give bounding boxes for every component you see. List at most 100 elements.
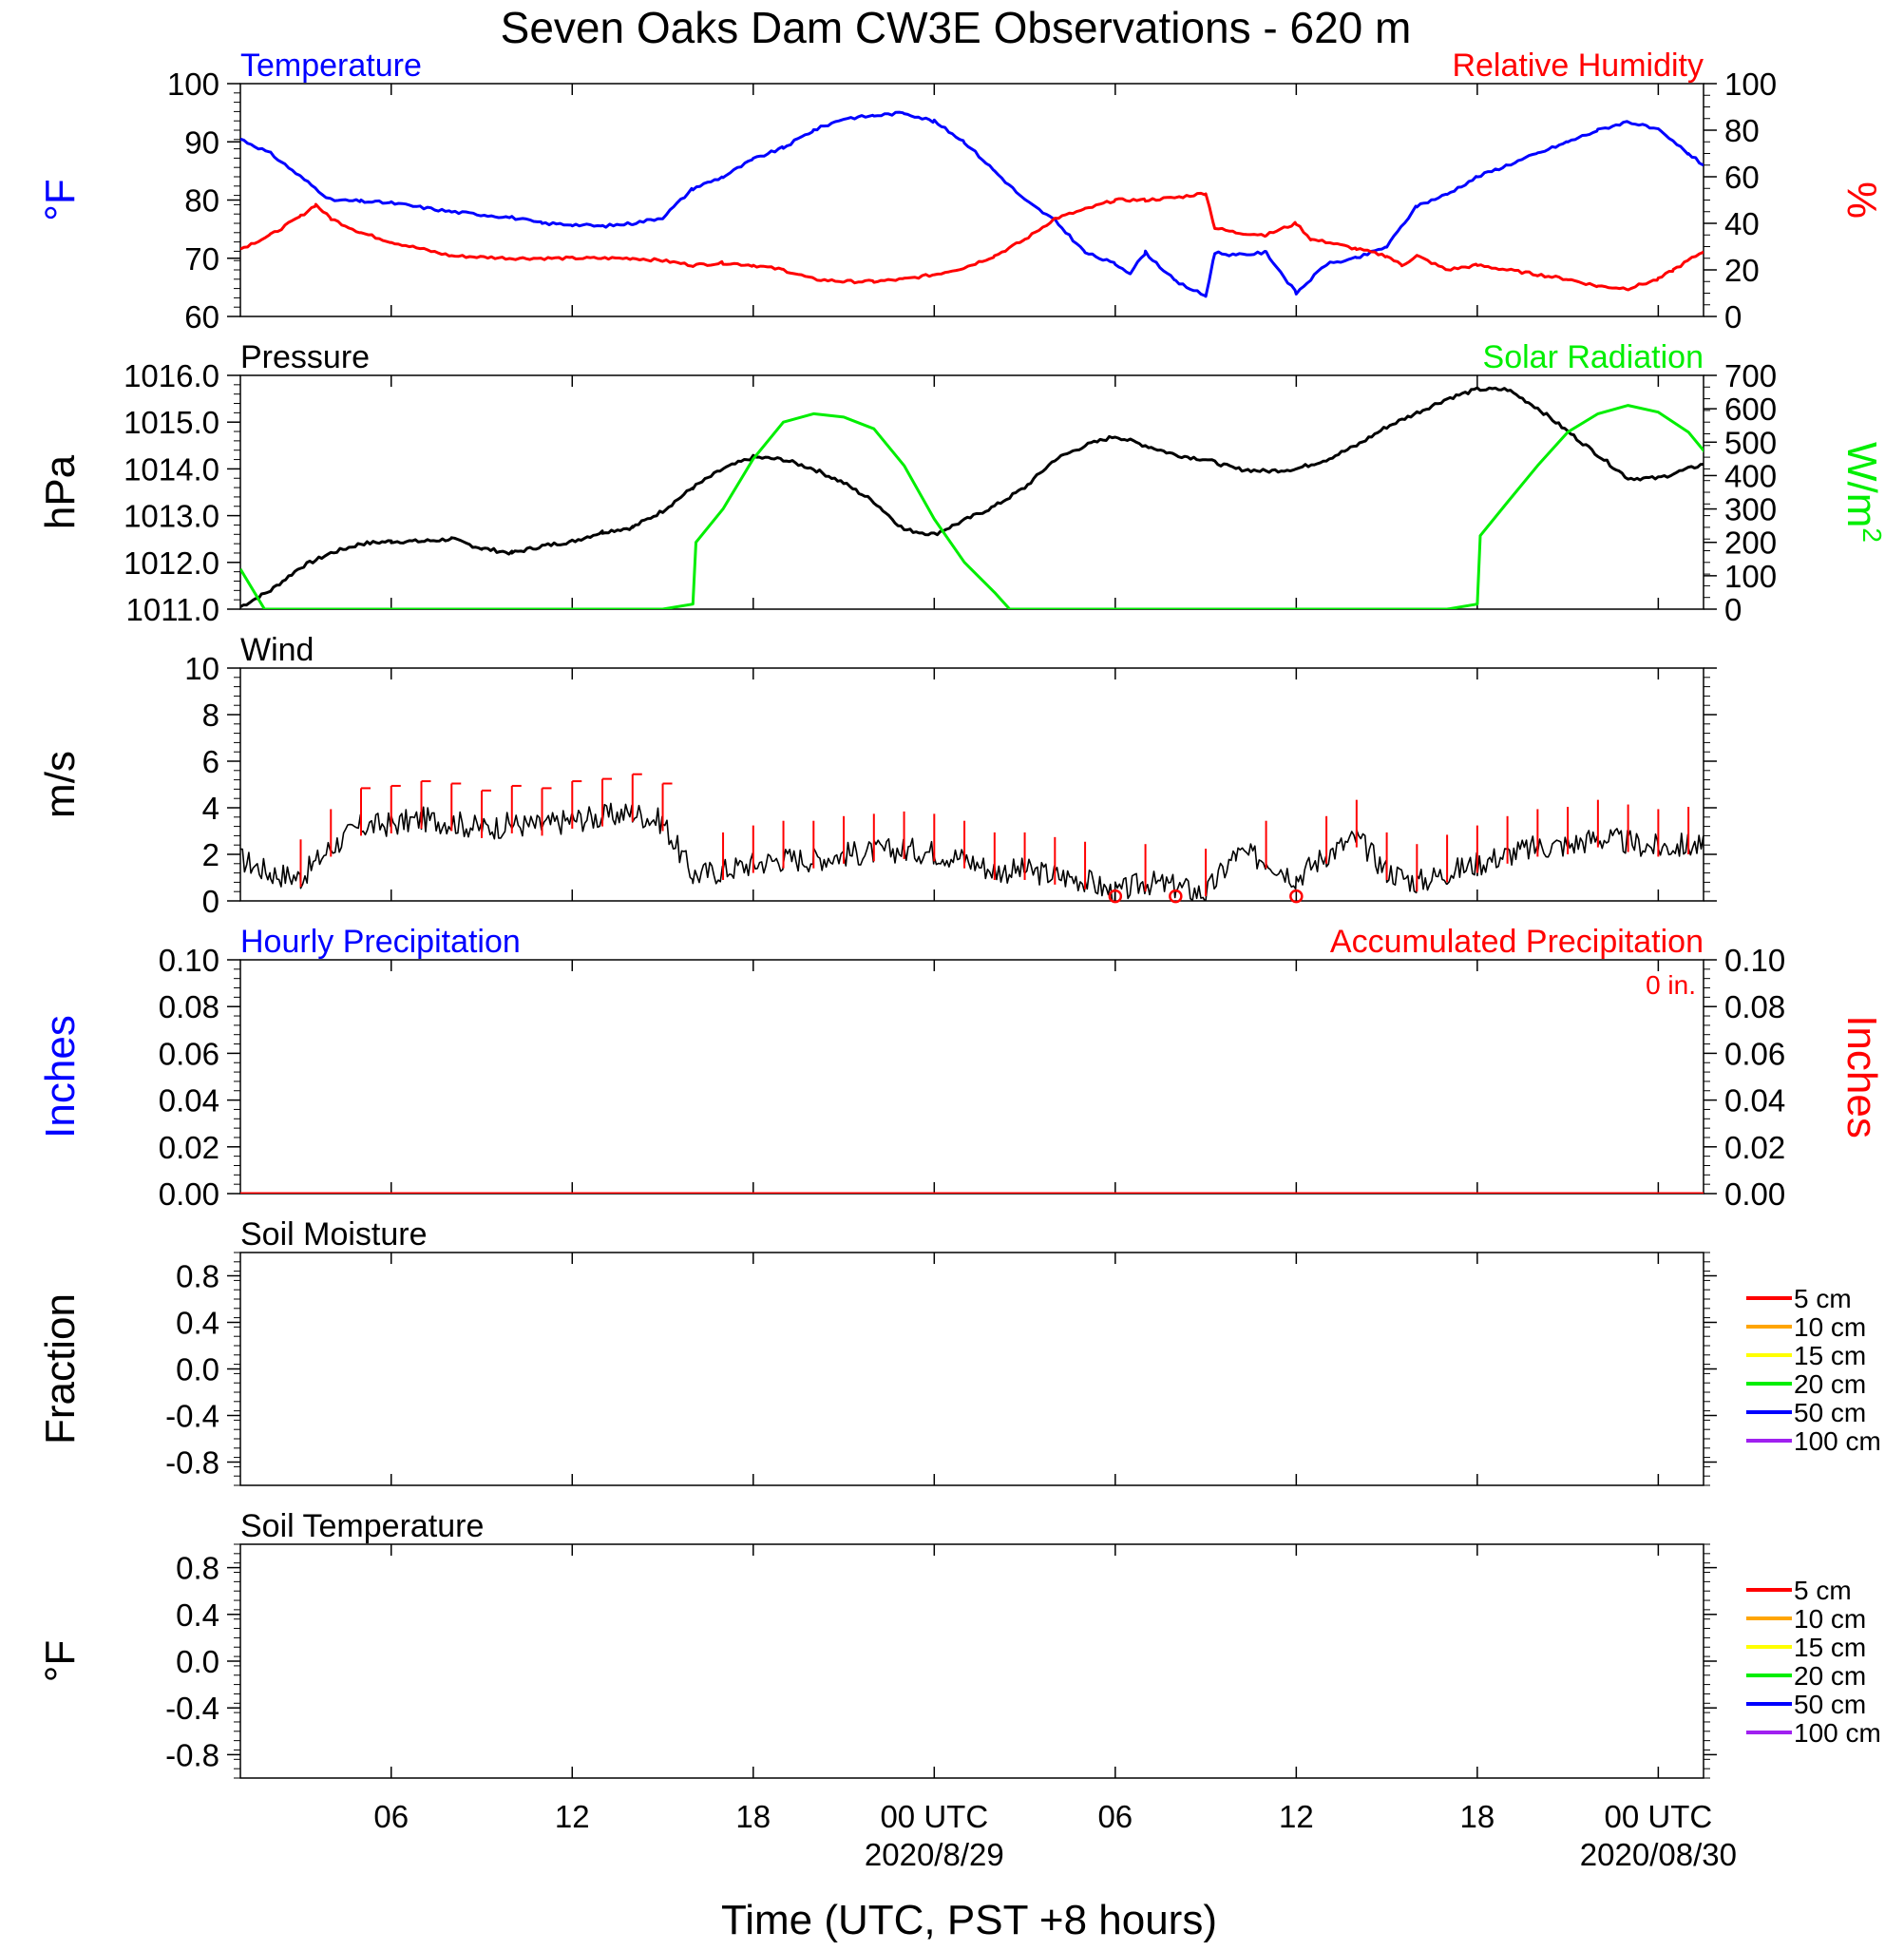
x-tick-label: 12	[1279, 1799, 1314, 1834]
y-tick-label: 80	[184, 183, 219, 219]
y2-tick-label: 80	[1724, 113, 1760, 148]
y-tick-label: 0.8	[176, 1551, 219, 1586]
y2-tick-label: 0	[1724, 299, 1742, 335]
y-tick-label: 0.0	[176, 1644, 219, 1679]
legend-label: 5 cm	[1794, 1576, 1852, 1605]
y-tick-label: 1015.0	[124, 405, 219, 440]
y-tick-label: 100	[167, 67, 219, 102]
panel-title-right: Relative Humidity	[1452, 48, 1704, 84]
y-axis-label: Inches	[37, 1015, 84, 1138]
legend-label: 10 cm	[1794, 1604, 1866, 1634]
series-line-temperature	[240, 110, 1704, 298]
y2-tick-label: 0.08	[1724, 989, 1785, 1024]
panel-wind: Wind 0 2 4 6 8 10 m/s	[37, 632, 1717, 919]
panel-title-right: Accumulated Precipitation	[1330, 924, 1704, 960]
y-tick-label: 0.08	[159, 989, 219, 1024]
panel-soil-moisture: Soil Moisture -0.8 -0.4 0.0 0.4 0.8 Fraction 5 …	[37, 1216, 1881, 1486]
panel-title-left: Temperature	[240, 48, 422, 84]
legend-label: 50 cm	[1794, 1690, 1866, 1719]
y-axis-label: °F	[37, 179, 84, 220]
x-tick-label: 18	[735, 1799, 771, 1834]
y-tick-label: 60	[184, 299, 219, 335]
y-tick-label: 1014.0	[124, 451, 219, 487]
panel-title-left: Soil Temperature	[240, 1508, 484, 1544]
plot-frame	[239, 374, 1704, 610]
y2-tick-label: 0.02	[1724, 1130, 1785, 1165]
y2-tick-label: 500	[1724, 425, 1777, 460]
plot-frame	[239, 959, 1704, 1195]
y-axis-label: hPa	[37, 454, 84, 529]
y-tick-label: 6	[202, 744, 219, 779]
legend-label: 50 cm	[1794, 1398, 1866, 1427]
x-tick-label: 06	[1097, 1799, 1133, 1834]
x-tick-label: 06	[373, 1799, 409, 1834]
legend-label: 20 cm	[1794, 1369, 1866, 1399]
plot-frame	[239, 83, 1704, 317]
y-tick-label: 1013.0	[124, 499, 219, 534]
y2-tick-label: 60	[1724, 160, 1760, 195]
y-tick-label: 0.04	[159, 1083, 219, 1119]
y-tick-label: 10	[184, 651, 219, 686]
y2-axis-label: %	[1838, 182, 1885, 219]
y-tick-label: 1011.0	[126, 592, 219, 627]
y2-axis-label: Inches	[1838, 1015, 1885, 1138]
panel-title-left: Hourly Precipitation	[240, 924, 521, 960]
series-line-solar-radiation	[240, 404, 1704, 609]
legend-label: 100 cm	[1794, 1718, 1881, 1748]
panel-temperature-humidity: Temperature Relative Humidity 60 70 80 90 100 0…	[37, 48, 1885, 335]
panel-title-left: Wind	[240, 632, 314, 668]
y-tick-label: 0.4	[176, 1306, 219, 1341]
y-tick-label: 90	[184, 124, 219, 160]
series-line-wind	[240, 802, 1704, 901]
y2-tick-label: 0.10	[1724, 943, 1785, 978]
y-axis-label: Fraction	[37, 1293, 84, 1444]
y-axis-label: °F	[37, 1640, 84, 1682]
calm-wind-marker	[1108, 889, 1123, 904]
panel-soil-temperature: Soil Temperature-0.8-0.40.00.40.8°F5 cm1…	[37, 1508, 1881, 1779]
legend-label: 15 cm	[1794, 1633, 1866, 1662]
y2-tick-label: 200	[1724, 526, 1777, 561]
y2-tick-label: 0.04	[1724, 1083, 1785, 1119]
y2-tick-label: 100	[1724, 559, 1777, 594]
panel-pressure-solar: Pressure Solar Radiation 1011.0 1012.0 1013.…	[37, 339, 1887, 627]
plot-frame	[239, 1252, 1704, 1486]
panels: Temperature Relative Humidity607080901000…	[37, 48, 1887, 1779]
y-tick-label: 1012.0	[124, 545, 219, 581]
y2-axis-label: W/m2	[1838, 442, 1887, 543]
series-line-pressure	[240, 386, 1704, 608]
y-tick-label: -0.4	[165, 1691, 219, 1726]
y-tick-label: 0.00	[159, 1176, 219, 1212]
calm-wind-marker	[1289, 889, 1304, 904]
y2-tick-label: 0.06	[1724, 1036, 1785, 1071]
y2-tick-label: 700	[1724, 358, 1777, 393]
y-tick-label: 0.06	[159, 1036, 219, 1071]
y-tick-label: 0.4	[176, 1597, 219, 1633]
y-tick-label: 8	[202, 698, 219, 733]
y2-axis-label-sup: 2	[1857, 527, 1887, 543]
figure-title: Seven Oaks Dam CW3E Observations - 620 m	[501, 3, 1412, 52]
x-tick-label: 00 UTC	[1605, 1799, 1713, 1834]
x-date-label: 2020/8/29	[865, 1837, 1004, 1872]
panel-title-left: Soil Moisture	[240, 1216, 428, 1253]
y2-tick-label: 300	[1724, 492, 1777, 527]
y-tick-label: 70	[184, 241, 219, 277]
y-tick-label: 0.0	[176, 1352, 219, 1387]
y2-tick-label: 600	[1724, 392, 1777, 427]
panel-title-right: Solar Radiation	[1483, 339, 1704, 375]
legend-label: 5 cm	[1794, 1284, 1852, 1313]
y-tick-label: 4	[202, 791, 219, 826]
y-tick-label: -0.8	[165, 1737, 219, 1772]
x-tick-label: 18	[1459, 1799, 1495, 1834]
y-tick-label: 1016.0	[124, 358, 219, 393]
legend-label: 100 cm	[1794, 1426, 1881, 1456]
calm-wind-marker	[1169, 889, 1183, 904]
legend-label: 15 cm	[1794, 1341, 1866, 1370]
panel-precipitation: Hourly Precipitation Accumulated Precipit…	[37, 924, 1885, 1212]
y2-tick-label: 0.00	[1724, 1176, 1785, 1212]
y-tick-label: -0.8	[165, 1445, 219, 1481]
series-line-relative-humidity	[240, 191, 1704, 292]
y2-tick-label: 0	[1724, 592, 1742, 627]
y-tick-label: -0.4	[165, 1399, 219, 1434]
y-axis-label: m/s	[37, 751, 84, 818]
